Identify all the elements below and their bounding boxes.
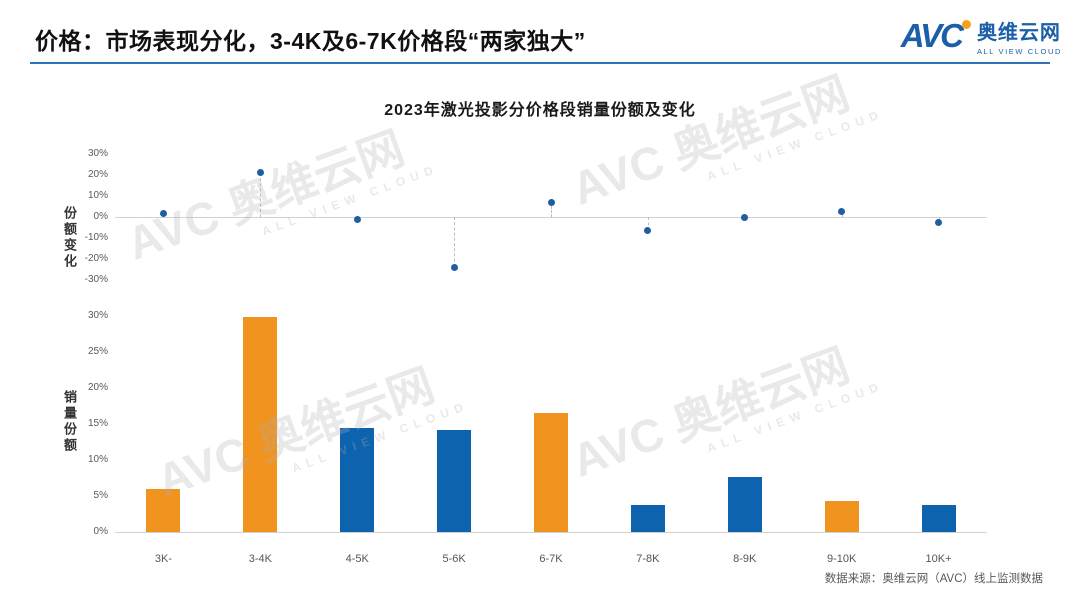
scatter-y-tick-label: -20% <box>84 253 108 264</box>
x-axis-label: 5-6K <box>442 553 466 565</box>
scatter-axis-label: 份额变化 <box>62 206 77 270</box>
scatter-point <box>935 218 943 226</box>
bar-y-tick-label: 30% <box>87 310 108 321</box>
bar-5-6K <box>437 429 472 532</box>
x-axis-label: 4-5K <box>345 553 369 565</box>
scatter-connector-line <box>260 172 262 217</box>
scatter-y-tick-label: 30% <box>87 148 108 159</box>
scatter-point <box>450 263 458 271</box>
x-axis-label: 9-10K <box>826 553 857 565</box>
x-axis-label: 10K+ <box>925 553 952 565</box>
bar-8-9K <box>727 476 762 532</box>
scatter-point <box>353 215 361 223</box>
x-axis-label: 3K- <box>154 553 172 565</box>
bar-6-7K <box>534 413 568 532</box>
scatter-y-tick-label: -10% <box>84 232 108 243</box>
bar-3K- <box>146 488 181 532</box>
x-axis-label: 7-8K <box>636 553 660 565</box>
bar-7-8K <box>630 505 665 532</box>
scatter-y-tick-label: -30% <box>84 274 108 285</box>
scatter-point <box>838 208 846 216</box>
scatter-y-tick-label: 0% <box>93 211 108 222</box>
avc-logo-names: 奥维云网 ALL VIEW CLOUD <box>977 16 1062 56</box>
avc-logo-mark: AVC <box>900 17 971 55</box>
bar-baseline <box>115 532 987 533</box>
avc-logo: AVC 奥维云网 ALL VIEW CLOUD <box>901 16 1062 56</box>
x-axis-label: 6-7K <box>539 553 563 565</box>
avc-logo-english-name: ALL VIEW CLOUD <box>976 47 1062 56</box>
scatter-point <box>256 169 264 177</box>
avc-logo-orange-dot-icon <box>961 20 971 29</box>
scatter-connector-line <box>454 217 456 268</box>
scatter-connector-line <box>551 202 552 217</box>
bar-y-tick-label: 10% <box>87 454 108 465</box>
scatter-y-tick-label: 10% <box>87 190 108 201</box>
scatter-point <box>644 227 652 235</box>
page-title: 价格：市场表现分化，3-4K及6-7K价格段“两家独大” <box>35 28 586 54</box>
chart-title: 2023年激光投影分价格段销量份额及变化 <box>384 102 696 119</box>
bar-y-tick-label: 5% <box>93 490 108 501</box>
bar-y-tick-label: 25% <box>87 346 108 357</box>
x-axis-label: 3-4K <box>248 553 272 565</box>
bar-3-4K <box>243 317 278 532</box>
header-divider <box>30 62 1050 64</box>
bar-axis-label: 销量份额 <box>62 390 77 454</box>
scatter-zero-line <box>115 217 987 218</box>
avc-logo-text: AVC <box>900 17 964 54</box>
x-axis-label: 8-9K <box>733 553 757 565</box>
bar-4-5K <box>340 427 375 532</box>
bar-9-10K <box>824 501 859 532</box>
scatter-connector-line <box>647 217 649 231</box>
bar-10K+ <box>921 504 956 532</box>
bar-y-tick-label: 0% <box>93 526 108 537</box>
scatter-point <box>741 213 749 221</box>
scatter-y-tick-label: 20% <box>87 169 108 180</box>
bar-y-tick-label: 20% <box>87 382 108 393</box>
data-source: 数据来源：奥维云网（AVC）线上监测数据 <box>824 573 1043 585</box>
bar-y-tick-label: 15% <box>87 418 108 429</box>
scatter-point <box>547 198 555 206</box>
scatter-point <box>159 210 167 218</box>
avc-logo-chinese-name: 奥维云网 <box>976 22 1061 44</box>
